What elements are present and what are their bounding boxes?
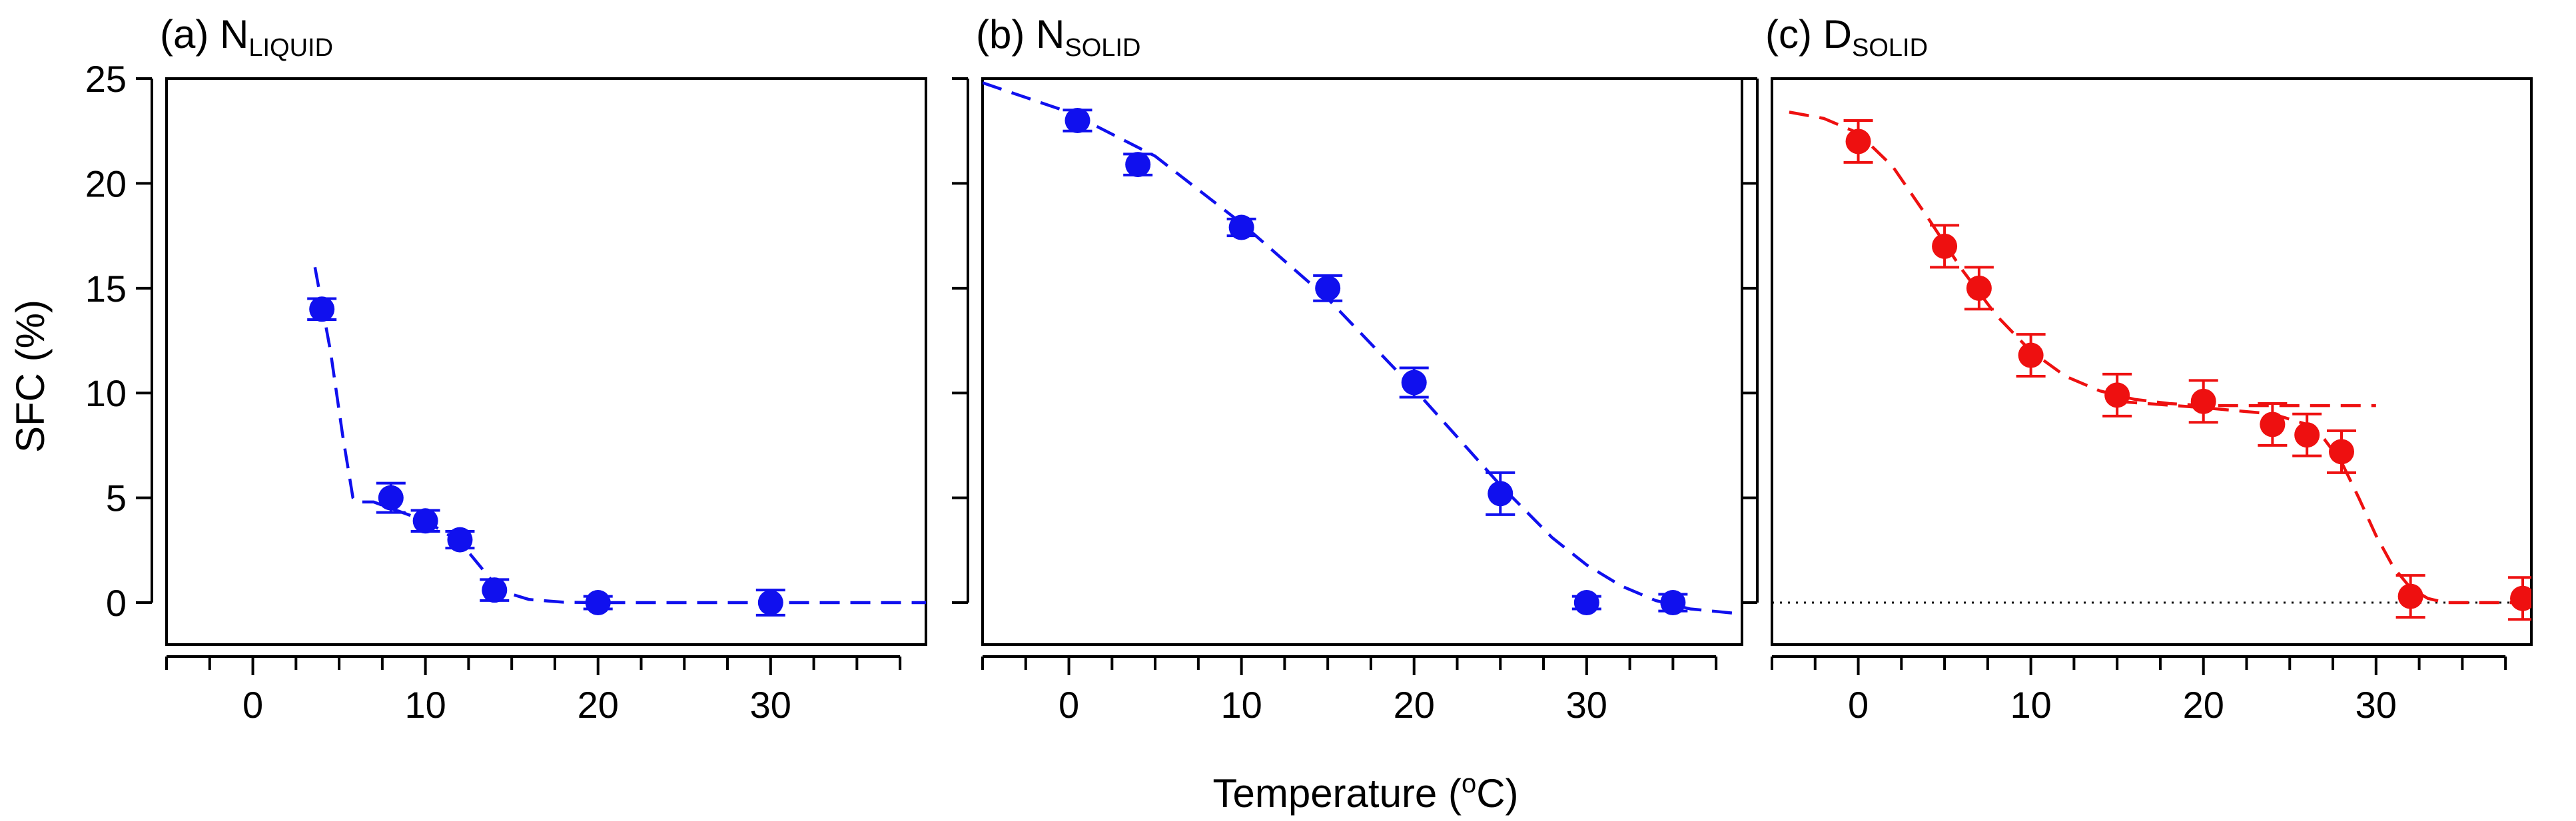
data-point <box>1315 275 1341 301</box>
y-axis-title: SFC (%) <box>8 300 53 453</box>
x-axis-title: Temperature (oC) <box>1212 769 1518 816</box>
data-point <box>2397 583 2423 609</box>
data-point <box>1845 129 1871 154</box>
panel-a: 0 10 20 30 0 5 10 15 20 25 (a) NLIQUID <box>85 12 927 726</box>
panel-title: (b) NSOLID <box>976 12 1140 62</box>
data-point <box>2190 388 2216 414</box>
x-tick-label: 20 <box>1394 684 1435 726</box>
panel-c: 0 10 20 30 (c) DSOLID <box>1741 12 2533 726</box>
y-tick-label: 10 <box>85 372 127 414</box>
fit-curve <box>313 266 926 605</box>
x-tick-label: 30 <box>2356 684 2397 726</box>
data-point <box>482 577 508 603</box>
data-point <box>1573 590 1599 616</box>
data-point <box>2018 342 2044 368</box>
x-tick-label: 20 <box>578 684 619 726</box>
panel-title-subscript: LIQUID <box>248 34 333 62</box>
y-tick-label: 15 <box>85 268 127 310</box>
data-point <box>309 296 335 322</box>
y-tick-label: 0 <box>106 582 127 624</box>
data-point <box>1228 214 1254 240</box>
plot-frame <box>1771 77 2533 646</box>
panel-title-prefix: (a) N <box>160 12 248 57</box>
panel-title: (c) DSOLID <box>1765 12 1928 62</box>
x-tick-label: 30 <box>1566 684 1607 726</box>
panel-title-subscript: SOLID <box>1852 34 1928 62</box>
panel-title: (a) NLIQUID <box>160 12 333 62</box>
data-point <box>2329 439 2354 465</box>
data-point <box>1401 370 1427 396</box>
data-point <box>1065 107 1090 133</box>
x-tick-label: 0 <box>242 684 263 726</box>
data-point <box>447 527 473 553</box>
x-tick-label: 10 <box>404 684 446 726</box>
data-point <box>378 485 404 511</box>
data-point <box>585 590 611 616</box>
x-tick-label: 0 <box>1059 684 1079 726</box>
data-point <box>1488 481 1513 507</box>
fit-curve <box>983 81 1734 615</box>
fit-curve-2 <box>2117 400 2531 605</box>
data-point <box>1125 152 1151 178</box>
panel-title-prefix: (c) D <box>1765 12 1852 57</box>
fit-curve <box>1789 111 2376 408</box>
plot-area <box>1772 111 2531 621</box>
plot-area <box>307 266 926 617</box>
plot-area <box>983 81 1734 616</box>
x-tick-label: 20 <box>2183 684 2224 726</box>
data-point <box>412 508 438 534</box>
panel-title-subscript: SOLID <box>1065 34 1140 62</box>
data-point <box>2104 382 2130 408</box>
plot-frame <box>165 77 927 646</box>
x-tick-label: 10 <box>1220 684 1262 726</box>
y-tick-label: 20 <box>85 162 127 204</box>
x-tick-label: 30 <box>750 684 791 726</box>
plot-frame <box>981 77 1743 646</box>
data-point <box>2260 411 2286 437</box>
data-point <box>1966 275 1992 301</box>
panel-b: 0 10 20 30 (b) NSOLID <box>952 12 1743 726</box>
data-point <box>1660 590 1686 616</box>
data-point <box>2510 585 2531 611</box>
x-tick-label: 10 <box>2010 684 2051 726</box>
data-point <box>757 590 783 616</box>
data-point <box>1932 233 1958 259</box>
y-tick-label: 5 <box>106 477 127 519</box>
x-tick-label: 0 <box>1848 684 1869 726</box>
data-point <box>2294 422 2320 448</box>
y-tick-label: 25 <box>85 58 127 100</box>
panel-title-prefix: (b) N <box>976 12 1065 57</box>
